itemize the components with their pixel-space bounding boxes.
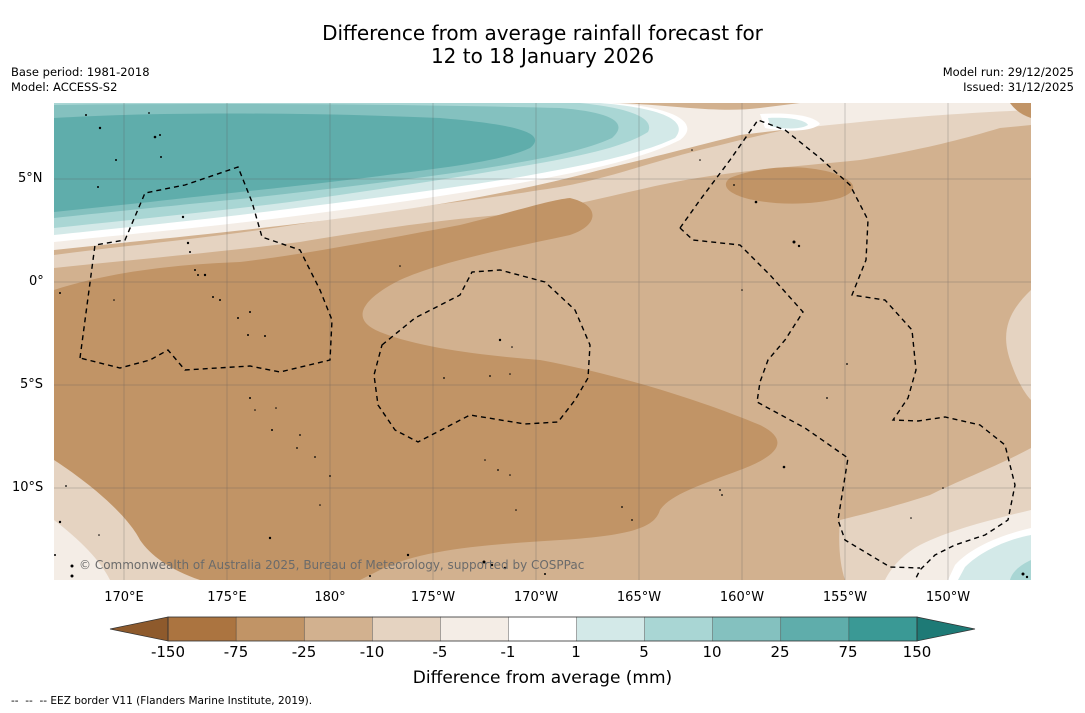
- model-run: Model run: 29/12/2025: [942, 65, 1074, 79]
- colorbar-tick: 10: [702, 643, 722, 661]
- eez-border-west: [79, 166, 333, 373]
- lon-label-165w: 165°W: [616, 590, 662, 605]
- lat-label-5n: 5°N: [18, 171, 43, 186]
- region-minus10-minus5-east: [1006, 290, 1031, 400]
- issued-date: Issued: 31/12/2025: [963, 80, 1074, 94]
- colorbar-segment: [303, 616, 373, 642]
- colorbar-segment: [644, 616, 714, 642]
- graticule: [54, 103, 1031, 580]
- colorbar-segment: [167, 616, 237, 642]
- lon-label-170w: 170°W: [513, 590, 559, 605]
- colorbar-tick: -75: [223, 643, 249, 661]
- colorbar-tick: -1: [500, 643, 516, 661]
- colorbar-title: Difference from average (mm): [412, 668, 673, 688]
- map-title-line2: 12 to 18 January 2026: [430, 44, 655, 68]
- colorbar-tick: -25: [291, 643, 317, 661]
- map-title: Difference from average rainfall forecas…: [0, 22, 1085, 68]
- colorbar-tick: 75: [838, 643, 858, 661]
- region-minus75-minus25-north: [725, 167, 854, 204]
- colorbar-tick: -5: [432, 643, 448, 661]
- colorbar-segment: [780, 616, 850, 642]
- islands: [54, 112, 1029, 579]
- colorbar-tick: -150: [150, 643, 186, 661]
- lon-label-175w: 175°W: [410, 590, 456, 605]
- copyright-notice: © Commonwealth of Australia 2025, Bureau…: [79, 558, 585, 572]
- colorbar-tick: 1: [571, 643, 581, 661]
- meta-left: Base period: 1981-2018 Model: ACCESS-S2: [11, 65, 150, 95]
- region-plus5-plus10-southeast: [1010, 560, 1031, 580]
- eez-border-central: [373, 269, 591, 443]
- colorbar-segment: [440, 616, 510, 642]
- colorbar-high-end: [916, 616, 976, 642]
- lon-label-170e: 170°E: [104, 590, 144, 605]
- model-name: Model: ACCESS-S2: [11, 80, 118, 94]
- colorbar-tick: -10: [359, 643, 385, 661]
- lat-label-5s: 5°S: [20, 377, 44, 392]
- lon-label-160w: 160°W: [719, 590, 765, 605]
- lat-label-0: 0°: [29, 274, 44, 289]
- region-minus5-minus1-southwest: [54, 520, 110, 580]
- region-minus75-minus25: [54, 198, 778, 580]
- colorbar-segment: [848, 616, 918, 642]
- colorbar-tick: 150: [902, 643, 932, 661]
- colorbar-tick: 5: [639, 643, 649, 661]
- colorbar-segment: [712, 616, 782, 642]
- region-minus10-minus5-southwest: [54, 460, 200, 580]
- region-minus75-minus25-ne: [1010, 103, 1031, 118]
- lat-label-10s: 10°S: [12, 480, 44, 495]
- eez-borders: [79, 119, 1016, 580]
- colorbar-outline: [167, 616, 918, 642]
- lon-label-155w: 155°W: [822, 590, 868, 605]
- base-period: Base period: 1981-2018: [11, 65, 150, 79]
- colorbar-low-end: [109, 616, 169, 642]
- region-minus10-minus5: [54, 103, 1031, 268]
- colorbar-tick: 25: [770, 643, 790, 661]
- colorbar-segments: [167, 616, 918, 642]
- colorbar-segment: [235, 616, 305, 642]
- map-title-line1: Difference from average rainfall forecas…: [322, 21, 763, 45]
- lon-label-175e: 175°E: [207, 590, 247, 605]
- lon-label-180: 180°: [314, 590, 346, 605]
- colorbar-segment: [576, 616, 646, 642]
- map-fill-layer: [54, 103, 1031, 580]
- colorbar-segment: [372, 616, 442, 642]
- region-plus1-plus5-southeast: [958, 535, 1031, 580]
- lon-label-150w: 150°W: [925, 590, 971, 605]
- meta-right: Model run: 29/12/2025 Issued: 31/12/2025: [943, 65, 1074, 95]
- eez-legend-note: -- -- -- EEZ border V11 (Flanders Marine…: [11, 695, 313, 707]
- region-light-teal-patch: [768, 117, 808, 129]
- colorbar-segment: [508, 616, 578, 642]
